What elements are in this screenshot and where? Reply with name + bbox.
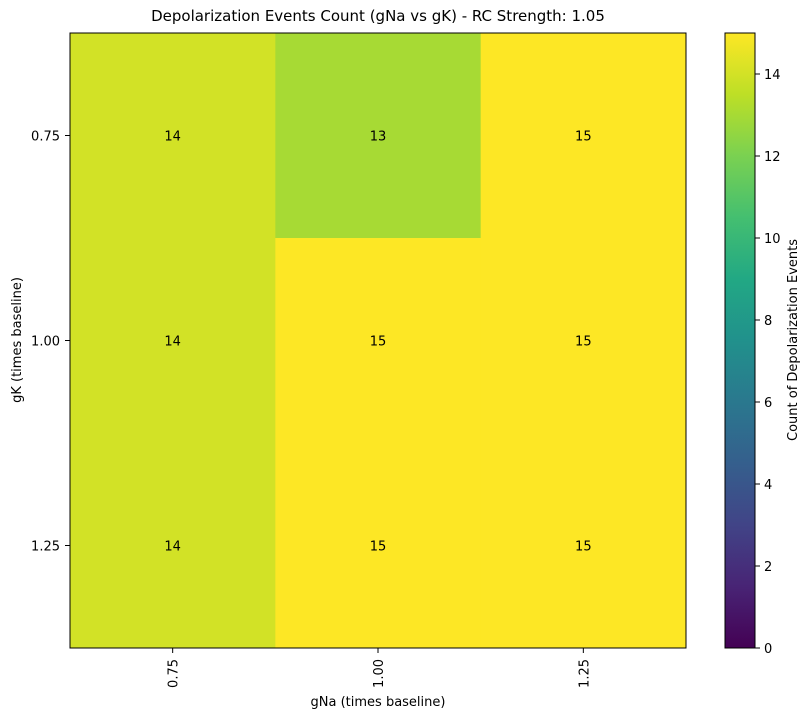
heatmap-cell [275, 443, 482, 649]
colorbar-tick-label: 10 [764, 232, 781, 247]
x-axis-ticks: 0.75 1.00 1.25 [167, 648, 592, 688]
colorbar-ticks: 0 2 4 6 8 10 12 14 [755, 68, 781, 657]
colorbar-label: Count of Depolarization Events [786, 239, 801, 441]
y-tick-label: 0.75 [31, 130, 60, 145]
y-tick-label: 1.25 [31, 540, 60, 555]
cell-value-labels: 14 13 15 14 15 15 14 15 15 [164, 130, 591, 555]
heatmap-cell [480, 443, 687, 649]
cell-value-label: 14 [164, 130, 181, 145]
cell-value-label: 13 [370, 130, 387, 145]
heatmap-cell [275, 238, 482, 444]
heatmap-cell [480, 33, 687, 239]
cell-value-label: 15 [575, 130, 592, 145]
cell-value-label: 15 [575, 335, 592, 350]
colorbar-tick-label: 6 [764, 396, 772, 411]
x-tick-label: 1.25 [577, 659, 592, 688]
cell-value-label: 14 [164, 540, 181, 555]
colorbar-tick-label: 14 [764, 68, 781, 83]
y-tick-label: 1.00 [31, 335, 60, 350]
heatmap-cell [70, 33, 276, 239]
colorbar-tick-label: 2 [764, 560, 772, 575]
colorbar [724, 32, 756, 649]
heatmap-cell [70, 238, 276, 444]
heatmap-cells [70, 33, 687, 649]
chart-title: Depolarization Events Count (gNa vs gK) … [151, 7, 605, 25]
y-axis-ticks: 0.75 1.00 1.25 [31, 130, 70, 555]
x-tick-label: 0.75 [167, 659, 182, 688]
heatmap-cell [275, 33, 482, 239]
colorbar-tick-label: 12 [764, 150, 781, 165]
cell-value-label: 15 [575, 540, 592, 555]
colorbar-tick-label: 4 [764, 478, 772, 493]
heatmap-cell [480, 238, 687, 444]
cell-value-label: 14 [164, 335, 181, 350]
cell-value-label: 15 [370, 540, 387, 555]
cell-value-label: 15 [370, 335, 387, 350]
y-axis-label: gK (times baseline) [10, 277, 25, 403]
heatmap-cell [70, 443, 276, 649]
x-tick-label: 1.00 [372, 659, 387, 688]
colorbar-tick-label: 8 [764, 314, 772, 329]
colorbar-tick-label: 0 [764, 642, 772, 657]
x-axis-label: gNa (times baseline) [311, 695, 446, 710]
